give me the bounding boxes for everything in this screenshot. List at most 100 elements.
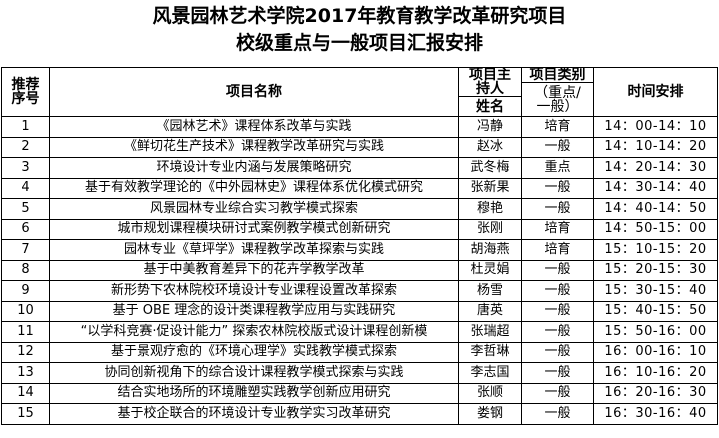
table-row: 1 《园林艺术》课程体系改革与实践 冯静 培育 14：00-14：10 bbox=[1, 116, 718, 138]
host-name: 娄钢 bbox=[458, 403, 522, 425]
time-slot: 14：50-15：00 bbox=[593, 218, 718, 240]
project-name: 基于景观疗愈的《环境心理学》实践教学模式探索 bbox=[49, 341, 459, 363]
time-slot: 14：40-14：50 bbox=[593, 198, 718, 220]
host-name: 唐英 bbox=[458, 300, 522, 322]
project-name: 基于校企联合的环境设计专业教学实习改革研究 bbox=[49, 403, 459, 425]
table-row: 4 基于有效教学理论的《中外园林史》课程体系优化模式研究 张新果 一般 14：30-14… bbox=[1, 177, 718, 199]
table-row: 10 基于 OBE 理念的设计类课程教学应用与实践研究 唐英 一般 15：40-15：5… bbox=[1, 300, 718, 322]
category: 一般 bbox=[521, 321, 594, 343]
table-row: 5 风景园林专业综合实习教学模式探索 穆艳 一般 14：40-14：50 bbox=[1, 198, 718, 220]
project-name: 基于 OBE 理念的设计类课程教学应用与实践研究 bbox=[49, 300, 459, 322]
header-project-name: 项目名称 bbox=[49, 67, 459, 117]
row-number: 10 bbox=[1, 300, 50, 322]
category: 培育 bbox=[521, 239, 594, 261]
category: 一般 bbox=[521, 177, 594, 199]
document-title: 风景园林艺术学院2017年教育教学改革研究项目 bbox=[152, 5, 567, 27]
host-name: 胡海燕 bbox=[458, 239, 522, 261]
category: 一般 bbox=[521, 341, 594, 363]
category: 培育 bbox=[521, 116, 594, 138]
row-number: 6 bbox=[1, 218, 50, 240]
project-name: 《鲜切花生产技术》课程教学改革研究与实践 bbox=[49, 136, 459, 158]
row-number: 14 bbox=[1, 382, 50, 404]
project-name: 园林专业《草坪学》课程教学改革探索与实践 bbox=[49, 239, 459, 261]
row-number: 12 bbox=[1, 341, 50, 363]
category: 一般 bbox=[521, 259, 594, 281]
time-slot: 16：00-16：10 bbox=[593, 341, 718, 363]
time-slot: 14：30-14：40 bbox=[593, 177, 718, 199]
category: 一般 bbox=[521, 280, 594, 302]
project-name: 协同创新视角下的综合设计课程教学模式探索与实践 bbox=[49, 362, 459, 384]
project-name: “以学科竞赛·促设计能力” 探索农林院校版式设计课程创新模 bbox=[49, 321, 459, 343]
category: 一般 bbox=[521, 198, 594, 220]
host-name: 杜灵娟 bbox=[458, 259, 522, 281]
host-name: 张刚 bbox=[458, 218, 522, 240]
table-row: 11 “以学科竞赛·促设计能力” 探索农林院校版式设计课程创新模 张瑞超 一般 15：5… bbox=[1, 321, 718, 343]
row-number: 7 bbox=[1, 239, 50, 261]
table-row: 3 环境设计专业内涵与发展策略研究 武冬梅 重点 14：20-14：30 bbox=[1, 157, 718, 179]
host-name: 张新果 bbox=[458, 177, 522, 199]
project-name: 《园林艺术》课程体系改革与实践 bbox=[49, 116, 459, 138]
row-number: 11 bbox=[1, 321, 50, 343]
time-slot: 14：00-14：10 bbox=[593, 116, 718, 138]
table-row: 15 基于校企联合的环境设计专业教学实习改革研究 娄钢 一般 16：30-16：40 bbox=[1, 403, 718, 425]
row-number: 2 bbox=[1, 136, 50, 158]
header-category: 项目类别 bbox=[521, 67, 594, 83]
category: 一般 bbox=[521, 382, 594, 404]
project-name: 结合实地场所的环境雕塑实践教学创新应用研究 bbox=[49, 382, 459, 404]
time-slot: 15：10-15：20 bbox=[593, 239, 718, 261]
row-number: 15 bbox=[1, 403, 50, 425]
time-slot: 14：10-14：20 bbox=[593, 136, 718, 158]
host-name: 赵冰 bbox=[458, 136, 522, 158]
category: 重点 bbox=[521, 157, 594, 179]
host-name: 武冬梅 bbox=[458, 157, 522, 179]
row-number: 1 bbox=[1, 116, 50, 138]
row-number: 3 bbox=[1, 157, 50, 179]
host-name: 李哲琳 bbox=[458, 341, 522, 363]
category: 一般 bbox=[521, 403, 594, 425]
row-number: 5 bbox=[1, 198, 50, 220]
category: 一般 bbox=[521, 300, 594, 322]
header-category-note: （重点/一般） bbox=[521, 82, 594, 117]
document-subtitle: 校级重点与一般项目汇报安排 bbox=[235, 32, 483, 54]
time-slot: 16：30-16：40 bbox=[593, 403, 718, 425]
host-name: 杨雪 bbox=[458, 280, 522, 302]
table-row: 13 协同创新视角下的综合设计课程教学模式探索与实践 李志国 一般 16：10-16：2… bbox=[1, 362, 718, 384]
time-slot: 15：50-16：00 bbox=[593, 321, 718, 343]
time-slot: 15：40-15：50 bbox=[593, 300, 718, 322]
table-row: 8 基于中美教育差异下的花卉学教学改革 杜灵娟 一般 15：20-15：30 bbox=[1, 259, 718, 281]
host-name: 冯静 bbox=[458, 116, 522, 138]
row-number: 8 bbox=[1, 259, 50, 281]
schedule-table: 推荐序号 项目名称 项目主持人 项目类别 时间安排 （重点/一般） 姓名 1 《园… bbox=[1, 67, 718, 425]
header-seq: 推荐序号 bbox=[1, 67, 50, 117]
category: 一般 bbox=[521, 362, 594, 384]
category: 培育 bbox=[521, 218, 594, 240]
time-slot: 15：20-15：30 bbox=[593, 259, 718, 281]
row-number: 4 bbox=[1, 177, 50, 199]
time-slot: 16：20-16：30 bbox=[593, 382, 718, 404]
category: 一般 bbox=[521, 136, 594, 158]
table-row: 12 基于景观疗愈的《环境心理学》实践教学模式探索 李哲琳 一般 16：00-16：10 bbox=[1, 341, 718, 363]
header-time: 时间安排 bbox=[593, 67, 718, 117]
project-name: 风景园林专业综合实习教学模式探索 bbox=[49, 198, 459, 220]
row-number: 13 bbox=[1, 362, 50, 384]
host-name: 李志国 bbox=[458, 362, 522, 384]
header-host-name: 姓名 bbox=[458, 96, 522, 117]
project-name: 基于中美教育差异下的花卉学教学改革 bbox=[49, 259, 459, 281]
time-slot: 16：10-16：20 bbox=[593, 362, 718, 384]
host-name: 张瑞超 bbox=[458, 321, 522, 343]
table-row: 7 园林专业《草坪学》课程教学改革探索与实践 胡海燕 培育 15：10-15：20 bbox=[1, 239, 718, 261]
host-name: 穆艳 bbox=[458, 198, 522, 220]
row-number: 9 bbox=[1, 280, 50, 302]
time-slot: 14：20-14：30 bbox=[593, 157, 718, 179]
table-row: 9 新形势下农林院校环境设计专业课程设置改革探索 杨雪 一般 15：30-15：40 bbox=[1, 280, 718, 302]
host-name: 张顺 bbox=[458, 382, 522, 404]
project-name: 新形势下农林院校环境设计专业课程设置改革探索 bbox=[49, 280, 459, 302]
table-row: 6 城市规划课程模块研讨式案例教学模式创新研究 张刚 培育 14：50-15：00 bbox=[1, 218, 718, 240]
project-name: 基于有效教学理论的《中外园林史》课程体系优化模式研究 bbox=[49, 177, 459, 199]
time-slot: 15：30-15：40 bbox=[593, 280, 718, 302]
project-name: 城市规划课程模块研讨式案例教学模式创新研究 bbox=[49, 218, 459, 240]
table-row: 2 《鲜切花生产技术》课程教学改革研究与实践 赵冰 一般 14：10-14：20 bbox=[1, 136, 718, 158]
project-name: 环境设计专业内涵与发展策略研究 bbox=[49, 157, 459, 179]
header-host: 项目主持人 bbox=[458, 67, 522, 97]
table-row: 14 结合实地场所的环境雕塑实践教学创新应用研究 张顺 一般 16：20-16：30 bbox=[1, 382, 718, 404]
